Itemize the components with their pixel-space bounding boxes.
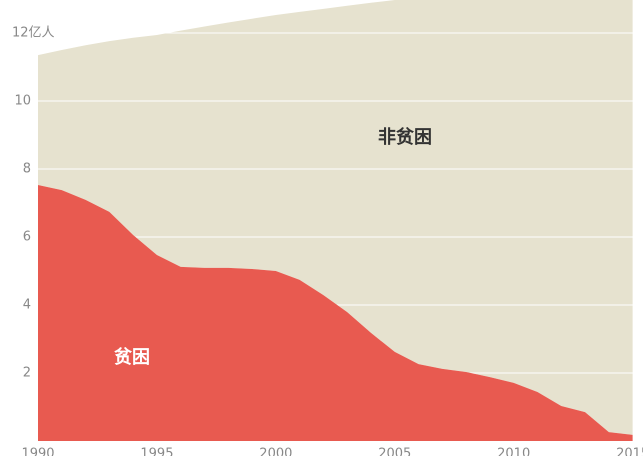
area — [38, 184, 633, 441]
y-tick-label: 8 — [23, 161, 31, 176]
y-tick-label: 10 — [14, 93, 31, 108]
x-tick-label: 2015 — [616, 447, 643, 456]
x-tick-label: 2010 — [497, 447, 530, 456]
series-label: 贫困 — [114, 346, 150, 368]
y-tick-label: 4 — [23, 297, 31, 312]
x-tick-label: 1990 — [21, 447, 54, 456]
x-tick-label: 2005 — [378, 447, 411, 456]
area — [38, 0, 633, 435]
series-label: 非贫困 — [378, 126, 432, 148]
x-tick-label: 1995 — [140, 447, 173, 456]
y-tick-label: 6 — [23, 229, 31, 244]
y-tick-label: 12亿人 — [12, 25, 55, 40]
plot-area — [38, 0, 635, 441]
y-tick-label: 2 — [23, 365, 31, 380]
x-tick-label: 2000 — [259, 447, 292, 456]
